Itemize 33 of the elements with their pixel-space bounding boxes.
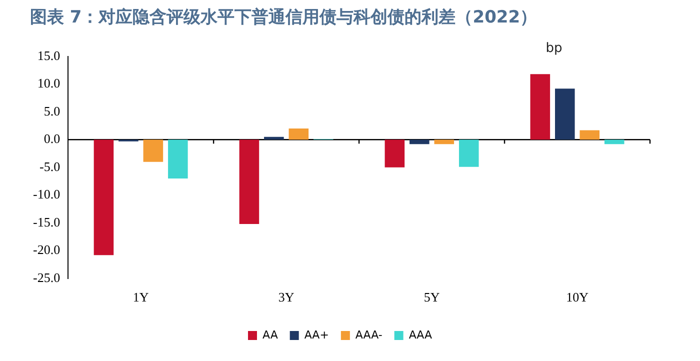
chart-title: 图表 7：对应隐含评级水平下普通信用债与科创债的利差（2022） — [30, 6, 538, 28]
y-tick-label: 10.0 — [37, 76, 60, 91]
y-tick-label: -5.0 — [39, 158, 60, 174]
y-tick-label: -15.0 — [32, 214, 60, 230]
x-tick-label: 3Y — [278, 290, 295, 305]
x-tick-label: 1Y — [132, 290, 150, 305]
legend-label: AAA- — [355, 328, 382, 342]
bar — [434, 140, 454, 144]
bar — [530, 74, 550, 140]
bar — [580, 130, 600, 140]
bar — [555, 88, 575, 140]
bar — [604, 140, 624, 144]
bar — [384, 140, 405, 168]
text: bp — [546, 40, 562, 56]
x-tick-label: 10Y — [566, 290, 590, 305]
legend-label: AA+ — [304, 328, 329, 342]
y-tick-label: -20.0 — [32, 242, 60, 258]
legend-label: AAA — [408, 328, 432, 342]
y-tick-label: -25.0 — [32, 270, 60, 285]
bar — [94, 140, 114, 256]
bar — [143, 140, 164, 162]
y-tick-label: 15.0 — [37, 48, 60, 63]
bar — [264, 136, 284, 140]
bar — [168, 140, 188, 178]
y-tick-label: 5.0 — [44, 103, 60, 118]
x-tick-label: 5Y — [424, 290, 440, 305]
bar — [410, 140, 430, 144]
y-tick-label: -10.0 — [32, 186, 60, 202]
legend-label: AA — [262, 328, 278, 342]
bar — [239, 140, 260, 224]
y-tick-label: 0.0 — [44, 131, 60, 146]
bar — [458, 140, 479, 167]
bar — [288, 128, 309, 140]
